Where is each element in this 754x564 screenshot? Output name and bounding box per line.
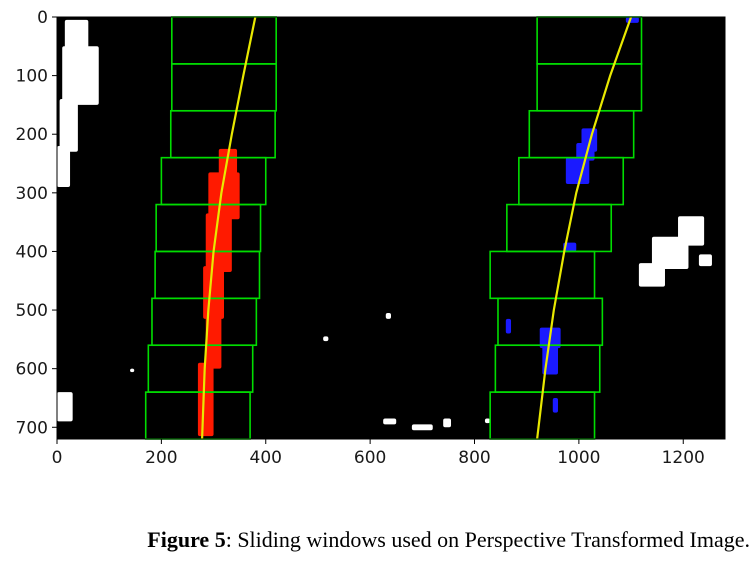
y-tick-label: 600: [16, 360, 48, 380]
right-fit-line: [536, 16, 633, 440]
right-lane-pixels: [505, 318, 512, 334]
noise-pixels: [59, 99, 78, 152]
noise-pixels: [57, 392, 73, 422]
right-lane-pixels: [565, 157, 590, 185]
noise-pixels: [443, 418, 452, 428]
y-tick-label: 700: [16, 418, 48, 438]
noise-pixels: [62, 46, 99, 105]
noise-pixels: [651, 236, 689, 270]
left-fit-line: [200, 16, 257, 440]
x-tick-label: 1000: [557, 448, 600, 468]
left-lane-pixels: [197, 362, 214, 437]
noise-pixels: [130, 368, 135, 373]
noise-pixels: [698, 254, 712, 267]
x-tick-label: 600: [354, 448, 386, 468]
y-tick-label: 100: [16, 67, 48, 87]
left-lane-pixels: [203, 266, 224, 319]
chart: 0 200 400 600 800 1000 1200 0 100 200 300 400 500 600…: [16, 8, 726, 468]
noise-pixels: [385, 312, 391, 319]
figure-caption: Figure 5: Sliding windows used on Perspe…: [0, 527, 754, 553]
x-tick-label: 400: [250, 448, 282, 468]
x-tick-label: 0: [52, 448, 63, 468]
y-tick-label: 200: [16, 125, 48, 145]
right-lane-pixels: [576, 143, 595, 161]
left-lane-pixels: [208, 172, 240, 220]
noise-pixels: [57, 145, 71, 187]
axes: 0 200 400 600 800 1000 1200 0 100 200 300 400 500 600…: [16, 8, 705, 468]
plot-frame: [56, 16, 726, 440]
figure-caption-label: Figure 5: [147, 527, 226, 552]
y-tick-label: 0: [37, 8, 48, 28]
figure-caption-text: : Sliding windows used on Perspective Tr…: [225, 527, 750, 552]
noise-pixels: [484, 418, 491, 424]
x-tick-label: 1200: [662, 448, 705, 468]
plot-background: [57, 17, 725, 439]
noise-pixels: [323, 336, 329, 342]
x-tick-label: 800: [458, 448, 490, 468]
noise-pixels: [638, 263, 665, 287]
right-lane-pixels: [625, 17, 639, 23]
noise-pixels: [383, 418, 397, 425]
y-tick-label: 500: [16, 301, 48, 321]
noise-pixels: [411, 424, 433, 431]
x-tick-label: 200: [145, 448, 177, 468]
sliding-windows: [144, 16, 643, 440]
polynomial-fits: [200, 16, 633, 440]
left-lane-pixels: [205, 312, 222, 369]
noise-pixels: [64, 19, 89, 50]
y-tick-label: 300: [16, 184, 48, 204]
right-lane-pixels: [552, 397, 558, 413]
left-lane-pixels: [205, 213, 232, 272]
y-tick-label: 400: [16, 242, 48, 262]
